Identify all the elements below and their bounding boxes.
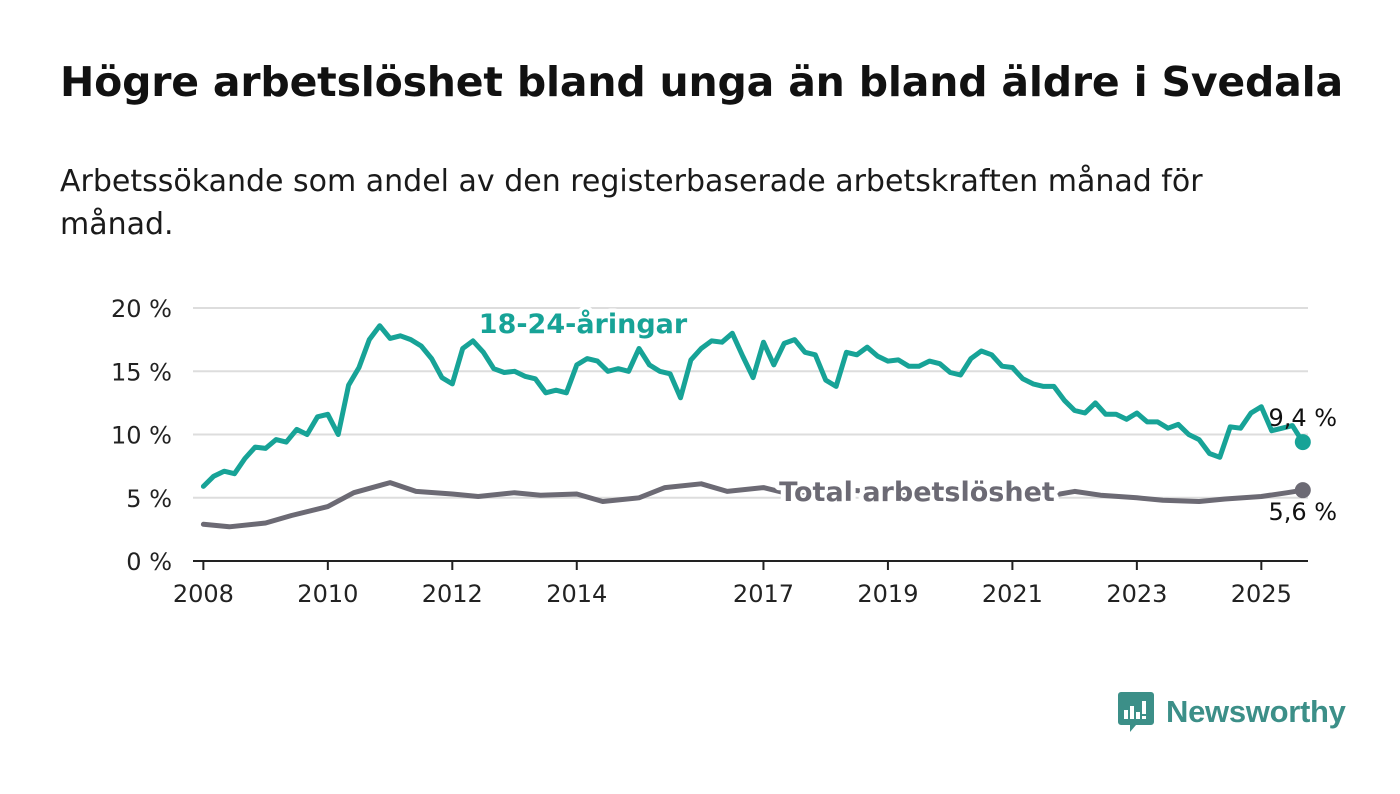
series-label-youth: 18-24-åringar xyxy=(479,308,688,340)
series-label-total: Total arbetslöshet xyxy=(779,477,1055,508)
y-tick-label: 10 % xyxy=(111,422,172,450)
x-tick-label: 2017 xyxy=(733,580,794,608)
end-value-label-youth: 9,4 % xyxy=(1269,404,1338,432)
end-point-youth xyxy=(1294,434,1311,451)
grid-lines xyxy=(193,307,1308,499)
series-labels: 18-24-åringar Total arbetslöshet 9,4 % 5,6 … xyxy=(475,304,1338,526)
y-tick-label: 0 % xyxy=(126,548,172,576)
x-tick-label: 2019 xyxy=(857,580,918,608)
end-value-label-total: 5,6 % xyxy=(1269,498,1338,526)
series-line-total xyxy=(200,480,1306,530)
y-tick-label: 20 % xyxy=(111,295,172,323)
x-tick-label: 2010 xyxy=(297,580,358,608)
brand-name: Newsworthy xyxy=(1166,694,1346,729)
end-point-total xyxy=(1294,482,1311,499)
x-tick-label: 2014 xyxy=(546,580,607,608)
series-line-youth xyxy=(200,323,1306,489)
x-axis-tick-labels: 2008 2010 2012 2014 2017 2019 2021 2023 2025 xyxy=(173,561,1292,608)
x-tick-label: 2012 xyxy=(422,580,483,608)
y-tick-label: 5 % xyxy=(126,485,172,513)
chart-title: Högre arbetslöshet bland unga än bland ä… xyxy=(60,58,1343,106)
x-tick-label: 2025 xyxy=(1231,580,1292,608)
newsworthy-logo: Newsworthy xyxy=(1118,690,1346,734)
x-tick-label: 2023 xyxy=(1106,580,1167,608)
y-axis-tick-labels: 0 % 5 % 10 % 15 % 20 % xyxy=(111,295,172,576)
x-tick-label: 2008 xyxy=(173,580,234,608)
chart-subtitle: Arbetssökande som andel av den registerb… xyxy=(60,164,1203,242)
x-tick-label: 2021 xyxy=(982,580,1043,608)
newsworthy-logo-icon xyxy=(1118,692,1154,732)
series-lines xyxy=(200,323,1311,530)
y-tick-label: 15 % xyxy=(111,358,172,386)
